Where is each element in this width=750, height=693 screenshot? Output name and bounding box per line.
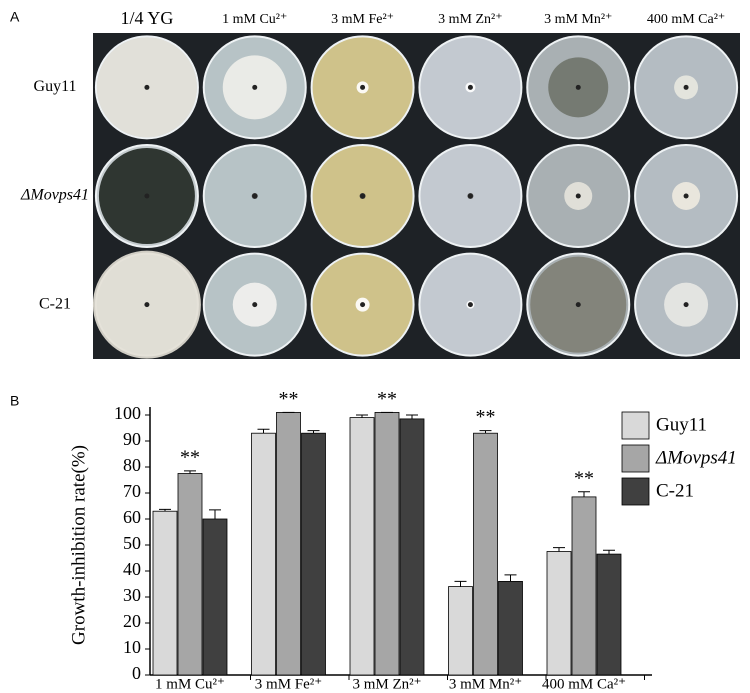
y-tick-label: 100 — [114, 403, 141, 423]
colony-center — [467, 193, 473, 199]
error-bar — [504, 574, 517, 582]
y-tick-label: 50 — [123, 533, 141, 553]
error-bar — [406, 414, 418, 419]
column-header: 1/4 YG — [120, 8, 173, 28]
legend-label: C-21 — [656, 480, 694, 501]
colony-center — [360, 302, 366, 308]
bar — [349, 417, 375, 676]
colony-center — [360, 84, 366, 90]
y-tick-label: 10 — [123, 637, 141, 657]
bar — [399, 418, 425, 676]
error-bar — [603, 549, 615, 555]
colony-center — [144, 302, 150, 308]
bar — [152, 510, 178, 676]
x-tick-label: 3 mM Zn²⁺ — [352, 676, 421, 692]
colony-center — [575, 84, 581, 90]
column-header: 1 mM Cu²⁺ — [222, 12, 287, 27]
error-bar — [553, 547, 565, 552]
colony-center — [467, 302, 473, 308]
significance: ** — [476, 406, 496, 428]
bar — [374, 411, 400, 676]
error-bar — [307, 430, 320, 434]
error-bar — [159, 508, 171, 512]
bar — [202, 518, 228, 676]
bar — [473, 432, 498, 676]
colony-center — [575, 193, 581, 199]
panel-label: B — [10, 393, 19, 409]
y-tick-label: 0 — [132, 663, 141, 683]
error-bar — [578, 491, 590, 497]
panel-label: A — [10, 9, 20, 25]
significance: ** — [180, 446, 200, 468]
significance: ** — [279, 388, 299, 410]
row-label: Guy11 — [34, 78, 77, 95]
colony-center — [360, 193, 366, 199]
bar — [546, 551, 572, 676]
error-bar — [479, 430, 492, 434]
bar — [498, 581, 523, 676]
y-tick-label: 40 — [123, 559, 141, 579]
y-tick-label: 90 — [123, 429, 141, 449]
colony-center — [683, 84, 689, 90]
bar — [301, 432, 326, 676]
legend-label: Guy11 — [656, 414, 707, 435]
colony-center — [252, 193, 258, 199]
bar — [571, 496, 597, 676]
column-header: 3 mM Fe²⁺ — [331, 12, 394, 27]
y-tick-label: 70 — [123, 481, 141, 501]
colony-center — [467, 84, 473, 90]
bar — [251, 432, 276, 676]
legend-swatch — [621, 477, 650, 506]
legend-label: ΔMovps41 — [655, 447, 737, 468]
colony-center — [144, 193, 150, 199]
colony-center — [252, 84, 258, 90]
error-bar — [454, 580, 467, 587]
colony-center — [252, 302, 258, 308]
y-axis-title: Growth-inhibition rate(%) — [68, 445, 89, 645]
bar — [177, 473, 203, 676]
legend-swatch — [621, 411, 650, 440]
error-bar — [356, 414, 368, 418]
x-tick-label: 3 mM Fe²⁺ — [255, 676, 322, 692]
significance: ** — [574, 467, 594, 489]
colony-center — [683, 193, 689, 199]
y-tick-label: 80 — [123, 455, 141, 475]
error-bar — [184, 470, 196, 474]
significance: ** — [377, 388, 397, 410]
colony-center — [683, 302, 689, 308]
column-header: 400 mM Ca²⁺ — [647, 12, 725, 27]
legend-swatch — [621, 444, 650, 473]
error-bar — [209, 509, 221, 519]
x-tick-label: 400 mM Ca²⁺ — [542, 676, 626, 692]
y-tick-label: 20 — [123, 611, 141, 631]
y-tick-label: 30 — [123, 585, 141, 605]
bar — [448, 586, 473, 676]
row-label: C-21 — [39, 295, 71, 312]
x-tick-label: 3 mM Mn²⁺ — [449, 676, 522, 692]
column-header: 3 mM Mn²⁺ — [544, 12, 612, 27]
colony-center — [575, 302, 581, 308]
bar — [596, 553, 622, 676]
colony-center — [144, 84, 150, 90]
column-header: 3 mM Zn²⁺ — [438, 12, 502, 27]
error-bar — [257, 428, 270, 434]
y-tick-label: 60 — [123, 507, 141, 527]
x-tick-label: 1 mM Cu²⁺ — [155, 676, 225, 692]
row-label: ΔMovps41 — [20, 187, 89, 204]
bar — [276, 411, 301, 676]
